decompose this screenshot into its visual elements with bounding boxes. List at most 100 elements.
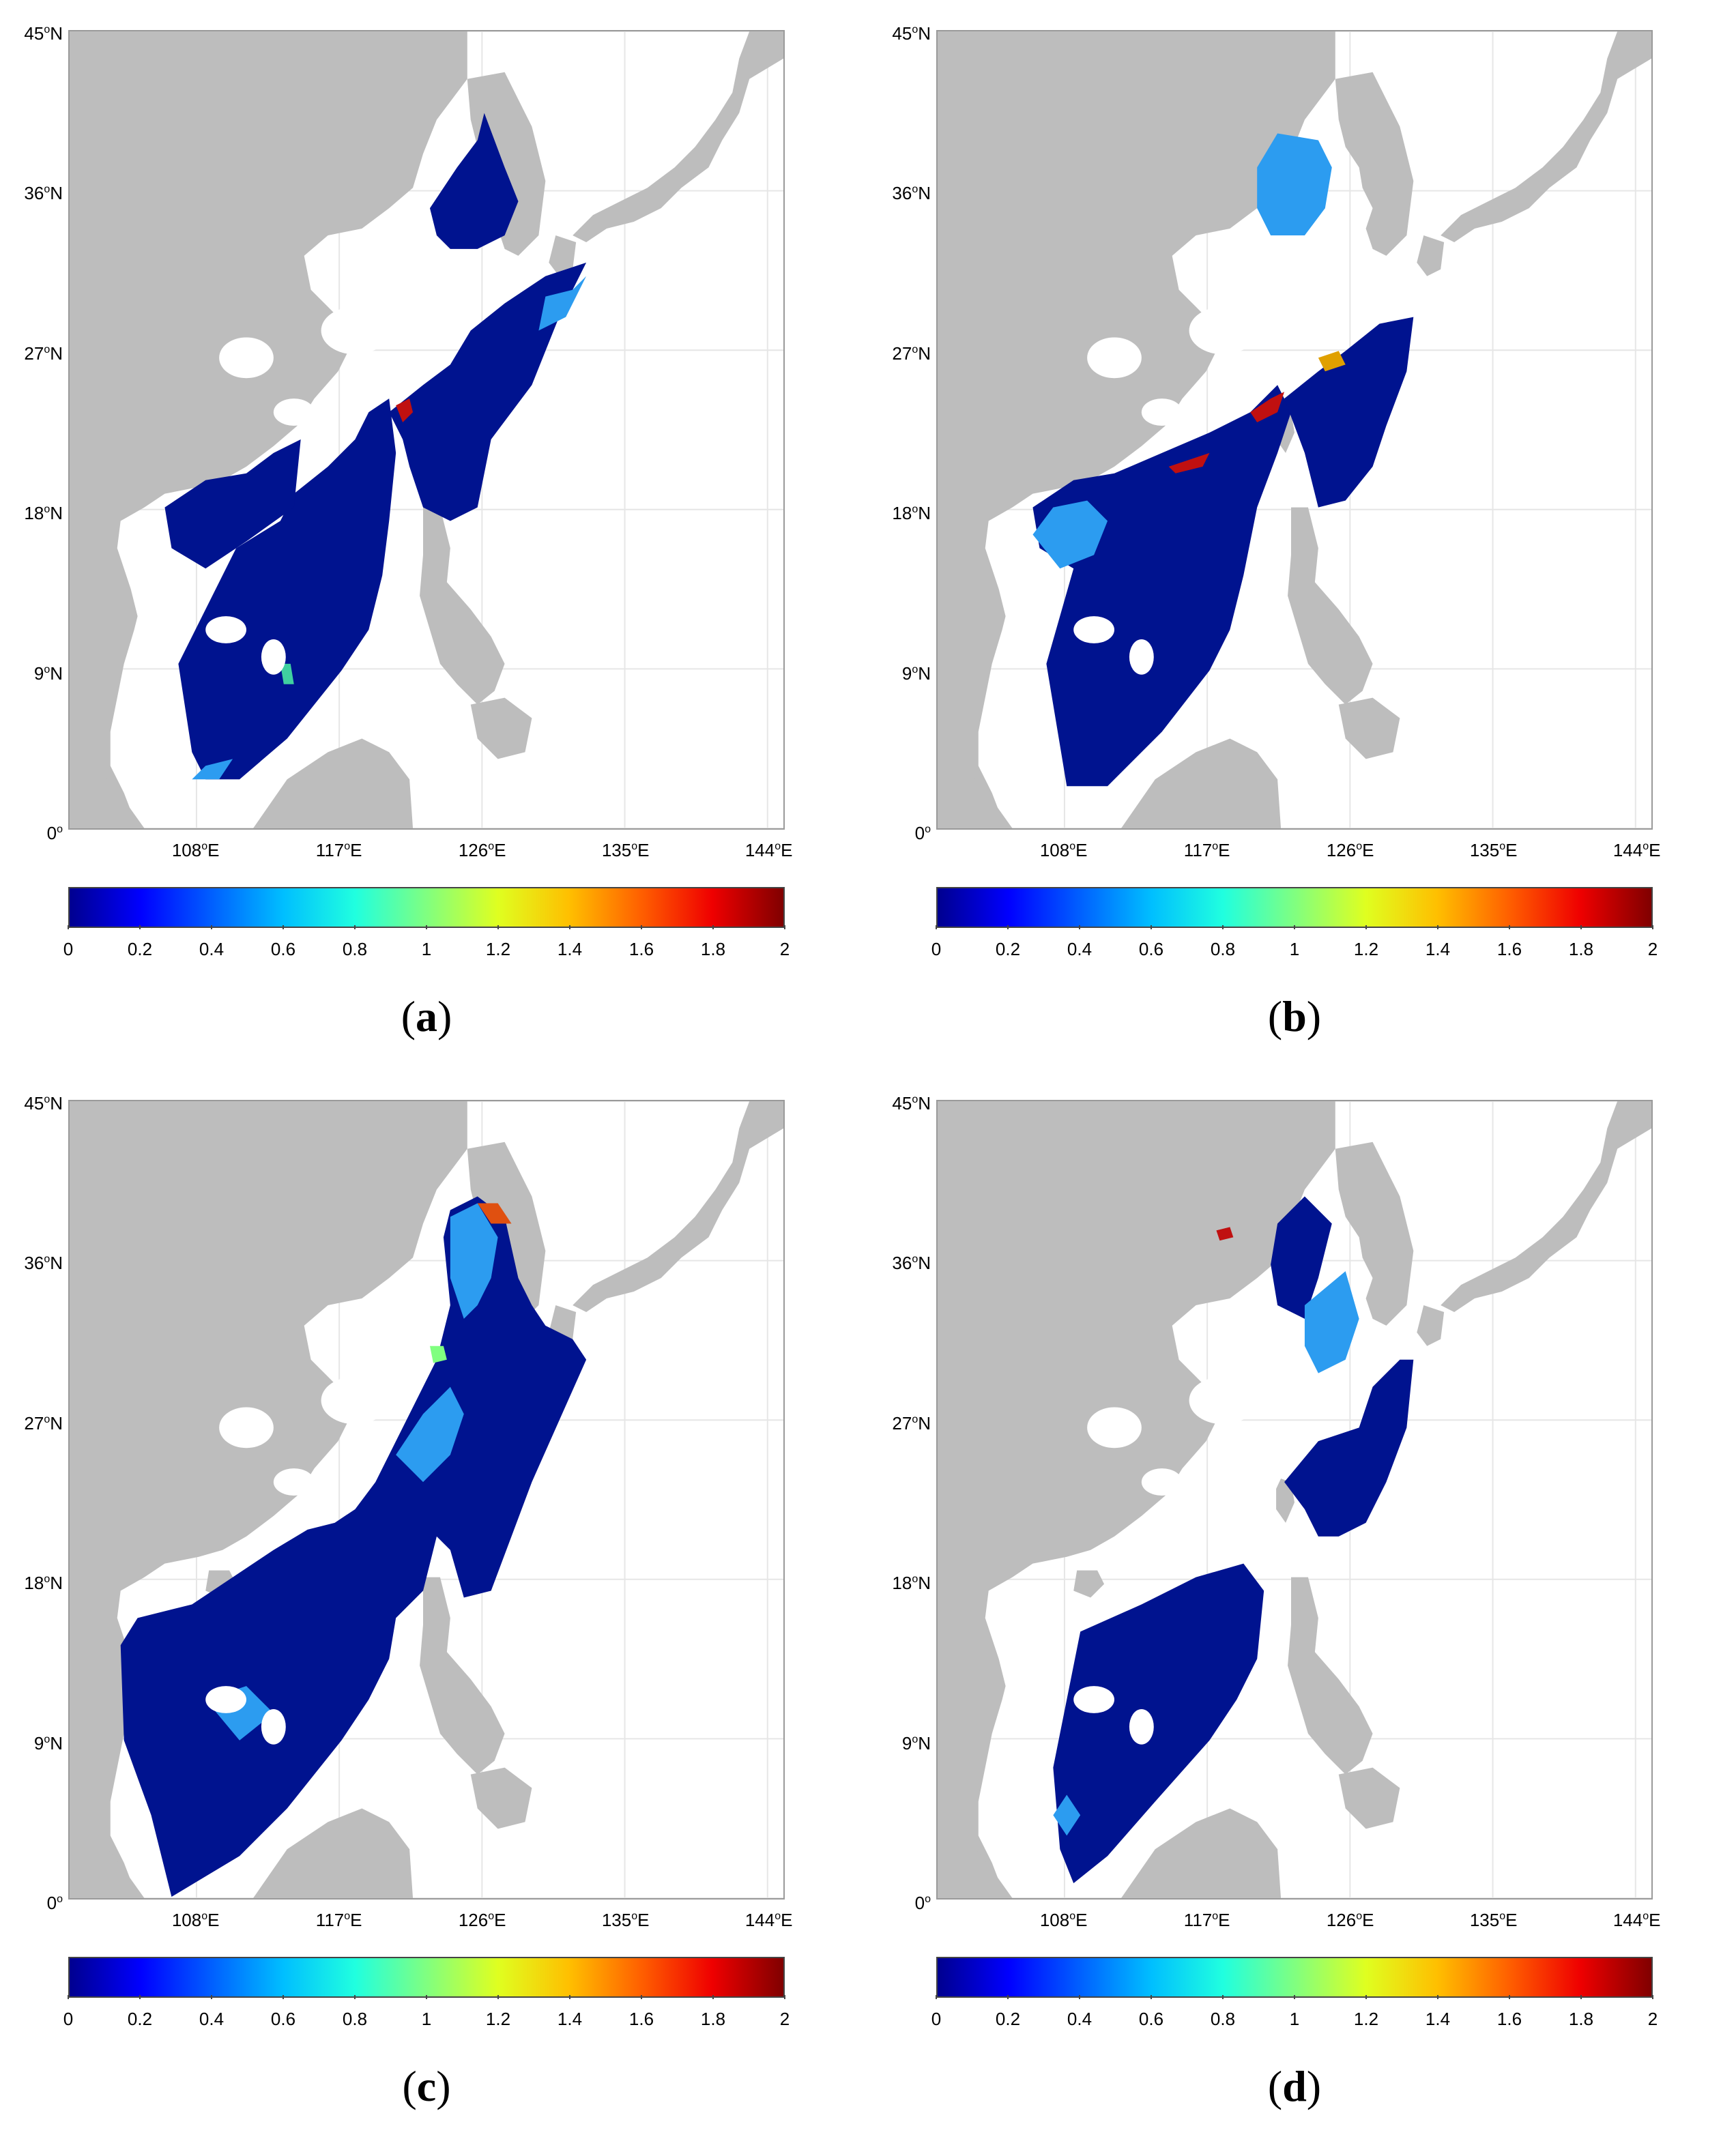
data-region-2 xyxy=(389,262,587,521)
colorbar-tick-mark xyxy=(211,1995,212,1999)
data-region-2 xyxy=(396,1386,464,1483)
data-overlay xyxy=(120,1196,587,1897)
lat-label-27: 27oN xyxy=(24,343,63,364)
data-region-2 xyxy=(1257,133,1332,235)
lat-label-36: 36oN xyxy=(24,183,63,204)
colorbar-tick-label: 2 xyxy=(1647,939,1658,959)
taiwan-island xyxy=(1276,1479,1294,1523)
lon-label-135: 135oE xyxy=(1469,840,1518,860)
lat-label-9: 9oN xyxy=(901,663,931,684)
colorbar-tick-mark xyxy=(1079,925,1080,929)
colorbar-tick-label: 1.6 xyxy=(1496,2009,1522,2029)
missing-data-gap-4 xyxy=(1073,1686,1115,1713)
lon-label-108: 108oE xyxy=(171,1910,220,1930)
malay-peninsula xyxy=(70,759,145,828)
data-region-5 xyxy=(429,1345,447,1363)
colorbar-tick-mark xyxy=(497,925,499,929)
map-frame xyxy=(936,30,1653,830)
colorbar-tick-mark xyxy=(1652,1995,1653,1999)
map-frame xyxy=(68,30,785,830)
colorbar-tick-label: 0.6 xyxy=(270,2009,296,2029)
colorbar-tick-label: 0.4 xyxy=(1067,939,1093,959)
colorbar-tick-mark xyxy=(936,1995,937,1999)
malay-peninsula xyxy=(70,1829,145,1898)
lon-label-126: 126oE xyxy=(458,1910,506,1930)
lat-label-45: 45oN xyxy=(24,23,63,44)
mindanao-island xyxy=(470,1767,532,1829)
data-region-7 xyxy=(280,663,294,684)
korean-peninsula xyxy=(1335,1141,1414,1326)
colorbar-tick-label: 0.8 xyxy=(342,939,368,959)
colorbar-tick-label: 1.4 xyxy=(557,2009,583,2029)
lat-label-45: 45oN xyxy=(24,1093,63,1114)
data-region-4 xyxy=(477,1203,512,1224)
missing-data-gap-3 xyxy=(261,639,286,675)
map-panel-d: 45oN 36oN 27oN 18oN 9oN 0o xyxy=(868,1070,1736,2139)
data-region-3 xyxy=(1304,1271,1359,1373)
colorbar-tick-label: 1 xyxy=(421,2009,432,2029)
colorbar-tick-label: 1.4 xyxy=(1425,939,1451,959)
colorbar-tick-mark xyxy=(354,1995,356,1999)
data-region-0 xyxy=(1032,385,1292,787)
colorbar-tick-mark xyxy=(1580,925,1582,929)
lon-label-117: 117oE xyxy=(315,840,362,860)
colorbar-tick-mark xyxy=(211,925,212,929)
malay-peninsula xyxy=(938,759,1013,828)
colorbar-tick-mark xyxy=(68,925,69,929)
japan-islands xyxy=(573,31,783,242)
colorbar-tick-label: 0 xyxy=(63,939,74,959)
colorbar-tick-mark xyxy=(1151,1995,1152,1999)
colorbar-tick-label: 1 xyxy=(421,939,432,959)
colorbar-tick-mark xyxy=(1151,925,1152,929)
asia-mainland xyxy=(70,1101,467,1898)
data-region-3 xyxy=(429,113,519,249)
panel-label: (d) xyxy=(1267,2062,1322,2110)
colorbar-tick-label: 1.2 xyxy=(485,2009,511,2029)
lon-label-144: 144oE xyxy=(1612,840,1661,860)
data-region-6 xyxy=(1318,351,1346,372)
korean-peninsula xyxy=(1335,72,1414,256)
lon-label-117: 117oE xyxy=(1183,1910,1230,1930)
colorbar-tick-mark xyxy=(1222,925,1224,929)
map-frame xyxy=(68,1100,785,1900)
colorbar-tick-label: 1.8 xyxy=(700,939,726,959)
missing-data-gap-1 xyxy=(321,306,390,355)
lon-label-126: 126oE xyxy=(1326,1910,1374,1930)
philippine-islands xyxy=(420,507,505,705)
colorbar-tick-mark xyxy=(641,1995,642,1999)
data-region-4 xyxy=(192,759,233,780)
lat-label-0: 0o xyxy=(914,823,931,843)
data-overlay xyxy=(1053,1196,1414,1884)
borneo-island xyxy=(1120,738,1282,828)
lat-label-36: 36oN xyxy=(24,1253,63,1274)
data-region-0 xyxy=(178,398,396,780)
lat-label-36: 36oN xyxy=(892,1253,931,1274)
lat-label-9: 9oN xyxy=(33,1732,63,1754)
colorbar-tick-mark xyxy=(784,1995,785,1999)
colorbar-tick-mark xyxy=(1365,1995,1367,1999)
missing-data-gap-0 xyxy=(219,337,274,379)
asia-mainland xyxy=(938,31,1335,828)
colorbar-tick-mark xyxy=(712,925,714,929)
lat-label-9: 9oN xyxy=(33,663,63,684)
colorbar-tick-mark xyxy=(1437,925,1438,929)
colorbar xyxy=(68,887,785,928)
mindanao-island xyxy=(1338,697,1400,759)
missing-data-gap-2 xyxy=(1141,1468,1183,1496)
lon-label-144: 144oE xyxy=(744,1910,793,1930)
colorbar-tick-mark xyxy=(1222,1995,1224,1999)
land-mass xyxy=(70,31,783,828)
land-mass xyxy=(938,1101,1651,1898)
lat-label-18: 18oN xyxy=(892,1573,931,1594)
colorbar-tick-label: 0.8 xyxy=(1210,2009,1236,2029)
colorbar-tick-label: 1.6 xyxy=(628,2009,654,2029)
data-region-5 xyxy=(1216,1227,1234,1241)
data-region-1 xyxy=(1284,317,1414,508)
land-mass xyxy=(70,1101,783,1898)
mindanao-island xyxy=(470,697,532,759)
data-region-5 xyxy=(538,276,587,331)
missing-data-gap-0 xyxy=(1087,1407,1142,1449)
panel-label: (a) xyxy=(401,992,452,1041)
colorbar-tick-mark xyxy=(1365,925,1367,929)
japan-islands xyxy=(1441,1101,1651,1312)
